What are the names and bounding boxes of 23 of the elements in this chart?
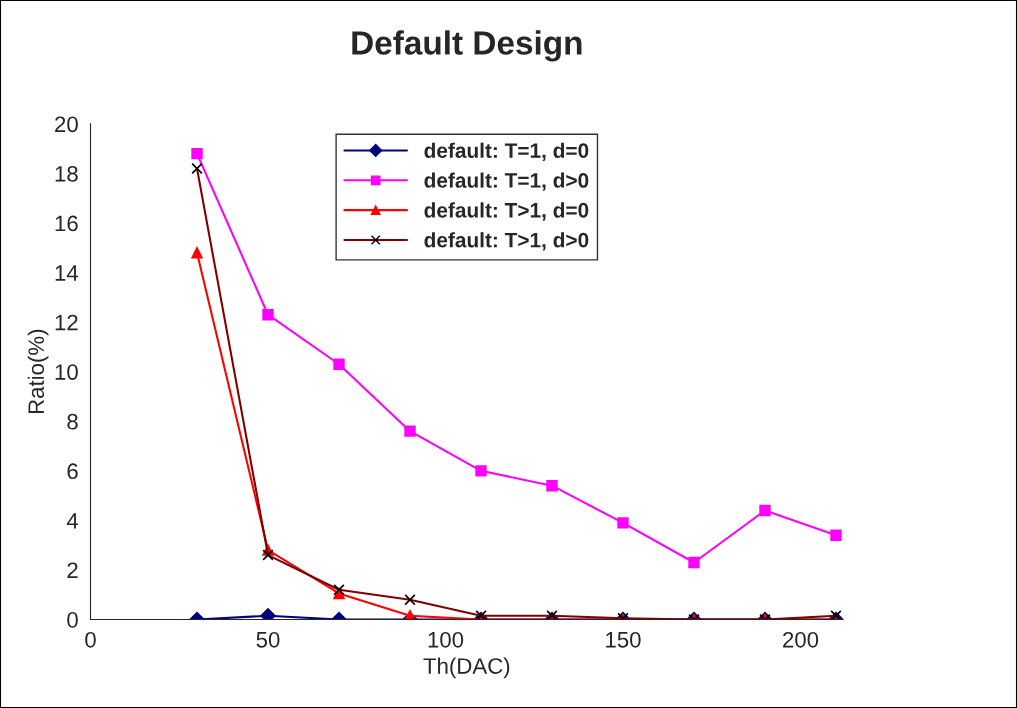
y-tick-label: 6: [67, 463, 78, 480]
y-tick-label: 18: [55, 165, 78, 182]
y-tick-label: 12: [55, 314, 78, 331]
y-tick-label: 16: [55, 215, 78, 232]
x-tick-label: 0: [85, 631, 96, 648]
legend-label: default: T>1, d>0: [424, 232, 589, 251]
y-tick-label: 8: [67, 413, 78, 430]
x-tick-label: 100: [428, 631, 464, 648]
x-tick-label: 50: [256, 631, 280, 648]
y-tick-label: 20: [55, 116, 78, 133]
legend-label: default: T=1, d>0: [424, 172, 589, 191]
legend-label: default: T>1, d=0: [424, 202, 589, 221]
x-tick-label: 200: [783, 631, 819, 648]
y-tick-label: 0: [67, 612, 78, 628]
legend-label: default: T=1, d=0: [424, 142, 589, 161]
y-tick-label: 14: [55, 265, 79, 281]
x-tick-label: 150: [606, 631, 641, 648]
y-tick-label: 10: [55, 364, 78, 380]
chart-title: Default Design: [352, 30, 582, 62]
y-tick-label: 4: [66, 513, 79, 529]
x-axis-title: Th(DAC): [423, 657, 510, 679]
y-tick-label: 2: [67, 562, 78, 578]
y-axis-title: Ratio(%): [27, 329, 49, 414]
